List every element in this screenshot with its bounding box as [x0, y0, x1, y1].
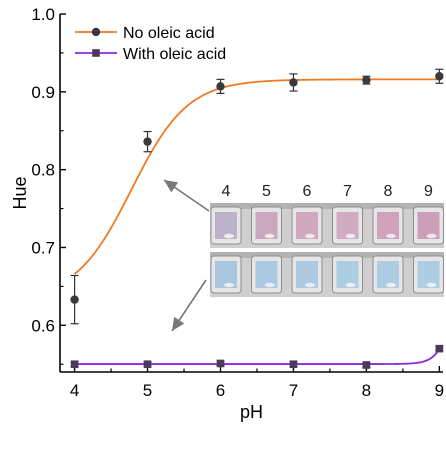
inset-ph-label: 9: [424, 183, 433, 200]
legend: No oleic acid With oleic acid: [75, 25, 226, 63]
y-tick-label: 0.7: [31, 238, 55, 257]
with-oleic-data-point: [143, 360, 152, 369]
x-tick-label: 8: [362, 381, 371, 400]
no-oleic-data-point: [289, 78, 298, 87]
legend-no-oleic-marker: [91, 27, 101, 37]
cuvette-highlight: [426, 233, 437, 239]
cuvette-solution: [336, 261, 359, 288]
inset-row-background: [210, 203, 444, 248]
cuvette-highlight: [345, 233, 356, 239]
inset-row-top-band: [210, 203, 444, 209]
x-tick-label: 7: [289, 381, 298, 400]
inset-row-with-oleic: [210, 252, 444, 297]
cuvette-solution: [417, 212, 440, 239]
cuvette-solution: [215, 212, 237, 239]
cuvette-solution: [215, 261, 237, 288]
inset-ph-label: 7: [343, 183, 352, 200]
cuvette-highlight: [305, 282, 315, 288]
inset-ph-label: 5: [262, 183, 271, 200]
series-no-oleic-fit-line: [74, 78, 440, 275]
no-oleic-data-point: [70, 295, 79, 304]
x-tick-label: 9: [435, 381, 444, 400]
no-oleic-data-point: [435, 72, 444, 81]
y-tick-label: 0.9: [31, 83, 55, 102]
cuvette-highlight: [264, 233, 275, 239]
cuvette-highlight: [264, 282, 275, 288]
cuvette-solution: [336, 212, 359, 239]
cuvette-highlight: [386, 233, 396, 239]
cuvette-highlight: [305, 233, 315, 239]
cuvette-solution: [417, 261, 440, 288]
inset-arrows: [163, 179, 210, 332]
no-oleic-data-point: [216, 82, 225, 91]
legend-with-oleic-label: With oleic acid: [123, 46, 226, 63]
inset-row-no-oleic: [210, 203, 444, 248]
with-oleic-data-point: [435, 344, 444, 353]
cuvette-solution: [377, 212, 399, 239]
inset-row-background: [210, 252, 444, 297]
inset-row-top-band: [210, 252, 444, 258]
with-oleic-data-point: [216, 359, 225, 368]
cuvette-solution: [296, 261, 318, 288]
with-oleic-data-point: [362, 361, 371, 369]
series-with-oleic-fit-line: [74, 348, 441, 365]
cuvette-highlight: [386, 282, 396, 288]
x-axis-label: pH: [240, 402, 263, 422]
with-oleic-data-point: [70, 360, 79, 369]
x-tick-label: 5: [143, 381, 152, 400]
inset-photo: 4 5 6 7 8 9: [210, 183, 444, 297]
with-oleic-data-point: [289, 360, 298, 369]
cuvette-solution: [377, 261, 399, 288]
legend-no-oleic-label: No oleic acid: [123, 25, 215, 42]
cuvette-solution: [255, 212, 278, 239]
plot-area: [74, 78, 441, 365]
cuvette-highlight: [345, 282, 356, 288]
x-tick-label: 4: [70, 381, 79, 400]
y-tick-label: 1.0: [31, 5, 55, 24]
y-tick-label: 0.6: [31, 316, 55, 335]
cuvette-solution: [255, 261, 278, 288]
inset-ph-label: 8: [384, 183, 393, 200]
arrow-to-with-oleic-curve-head: [172, 316, 185, 331]
arrow-to-no-oleic-curve-head: [164, 180, 179, 193]
cuvette-highlight: [224, 282, 234, 288]
cuvette-highlight: [224, 233, 234, 239]
cuvette-solution: [296, 212, 318, 239]
inset-ph-label: 4: [222, 183, 231, 200]
y-axis-label: Hue: [10, 176, 30, 209]
no-oleic-data-point: [362, 75, 371, 85]
y-tick-label: 0.8: [31, 161, 55, 180]
cuvette-highlight: [426, 282, 437, 288]
inset-ph-label: 6: [303, 183, 312, 200]
legend-with-oleic-marker: [92, 49, 100, 57]
x-tick-label: 6: [216, 381, 225, 400]
no-oleic-data-point: [143, 137, 152, 146]
